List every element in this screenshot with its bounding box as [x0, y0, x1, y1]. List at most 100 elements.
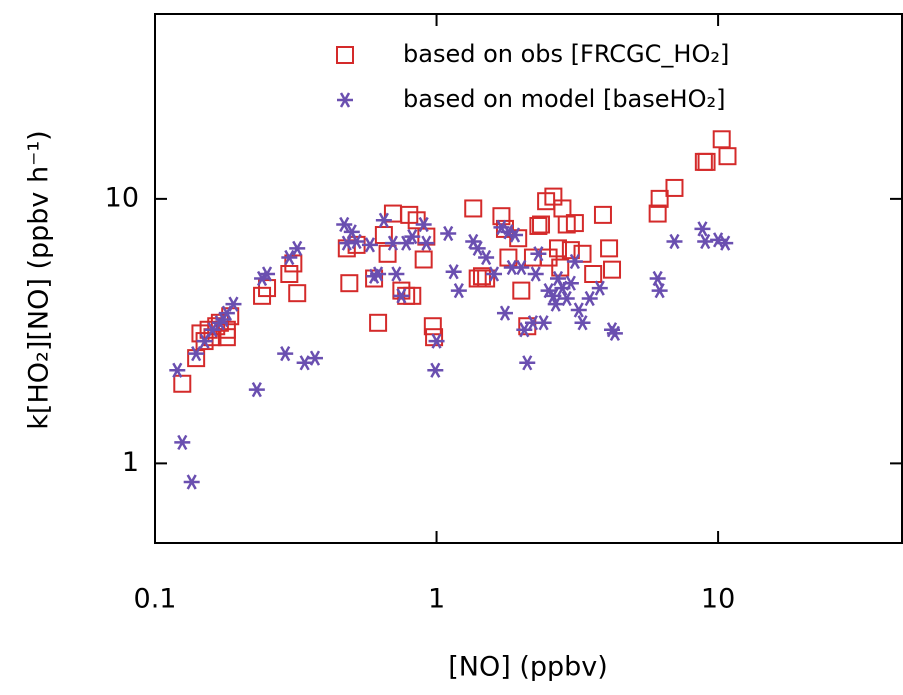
square-marker — [532, 215, 551, 234]
square-marker — [280, 264, 299, 283]
square-marker — [374, 226, 393, 245]
star-marker — [606, 325, 623, 342]
star-marker — [336, 216, 353, 233]
star-marker — [289, 240, 306, 256]
square-marker — [288, 284, 307, 303]
star-marker — [169, 362, 186, 378]
square-marker — [340, 274, 359, 293]
star-marker — [530, 246, 547, 262]
star-marker — [218, 305, 235, 321]
star-marker — [469, 240, 486, 256]
star-marker — [415, 216, 432, 233]
y-axis-title: k[HO₂][NO] (ppbv h⁻¹) — [24, 130, 55, 429]
star-marker — [225, 296, 242, 312]
square-marker — [464, 199, 483, 218]
legend-label: based on obs [FRCGC_HO₂] — [403, 40, 729, 68]
square-marker — [539, 248, 558, 267]
star-marker — [348, 233, 365, 250]
square-marker — [665, 178, 684, 197]
star-marker — [281, 249, 298, 266]
square-marker — [423, 317, 442, 336]
star-marker — [445, 264, 462, 280]
square-marker — [392, 281, 411, 300]
y-tick-label: 10 — [105, 182, 139, 213]
star-marker — [717, 235, 734, 251]
star-marker — [259, 266, 276, 282]
star-marker — [591, 280, 608, 296]
star-marker — [204, 322, 221, 338]
star-marker — [566, 253, 583, 270]
square-marker — [217, 328, 236, 347]
square-marker — [548, 239, 567, 258]
square-marker — [553, 199, 572, 218]
star-marker — [666, 233, 683, 250]
square-marker — [565, 214, 584, 233]
x-tick-label: 0.1 — [134, 584, 177, 615]
star-marker — [562, 275, 579, 291]
star-marker — [519, 355, 536, 371]
legend-marker — [336, 46, 354, 64]
star-marker — [478, 249, 495, 266]
star-marker — [507, 227, 524, 243]
star-marker — [277, 345, 294, 362]
star-marker — [388, 266, 405, 282]
star-marker — [393, 288, 410, 304]
square-marker — [718, 147, 737, 166]
square-marker — [369, 313, 388, 332]
square-marker — [600, 239, 619, 258]
star-marker — [398, 235, 415, 251]
star-marker — [248, 382, 265, 398]
star-marker — [188, 345, 205, 362]
square-marker — [378, 244, 397, 263]
star-marker — [450, 282, 467, 299]
star-marker — [375, 212, 392, 228]
star-marker — [581, 290, 598, 307]
square-marker — [258, 279, 277, 298]
star-marker — [535, 315, 552, 331]
square-marker — [512, 281, 531, 300]
legend-label: based on model [baseHO₂] — [403, 85, 725, 113]
star-marker — [570, 302, 587, 318]
y-tick-label: 1 — [122, 447, 139, 478]
star-marker — [404, 228, 421, 245]
plot-frame — [154, 13, 903, 544]
square-marker — [593, 205, 612, 224]
square-marker — [648, 204, 667, 223]
square-marker — [173, 374, 192, 393]
star-marker — [427, 362, 444, 378]
square-marker — [492, 207, 511, 226]
star-marker — [370, 266, 387, 282]
star-marker — [486, 266, 503, 282]
x-tick-label: 10 — [701, 584, 735, 615]
square-marker — [561, 241, 580, 260]
star-marker — [196, 333, 213, 349]
square-marker — [584, 264, 603, 283]
star-marker — [183, 474, 200, 490]
star-marker — [558, 290, 575, 307]
star-marker — [697, 233, 714, 250]
star-marker — [527, 266, 544, 282]
square-marker — [650, 189, 669, 208]
star-marker — [545, 288, 562, 304]
square-marker — [337, 239, 356, 258]
star-marker — [547, 296, 564, 312]
square-marker — [477, 269, 496, 288]
star-marker — [513, 259, 530, 276]
square-marker — [187, 349, 206, 368]
square-marker — [472, 267, 491, 286]
star-marker — [361, 237, 378, 253]
star-marker — [428, 333, 445, 349]
square-marker — [529, 216, 548, 235]
x-tick-label: 1 — [428, 584, 445, 615]
square-marker — [712, 130, 731, 149]
star-marker — [440, 225, 457, 242]
star-marker — [649, 270, 666, 287]
square-marker — [544, 187, 563, 206]
square-marker — [414, 250, 433, 269]
star-marker — [174, 434, 191, 451]
square-marker — [499, 248, 518, 267]
star-marker — [496, 305, 513, 321]
square-marker — [603, 260, 622, 279]
star-marker — [574, 315, 591, 331]
